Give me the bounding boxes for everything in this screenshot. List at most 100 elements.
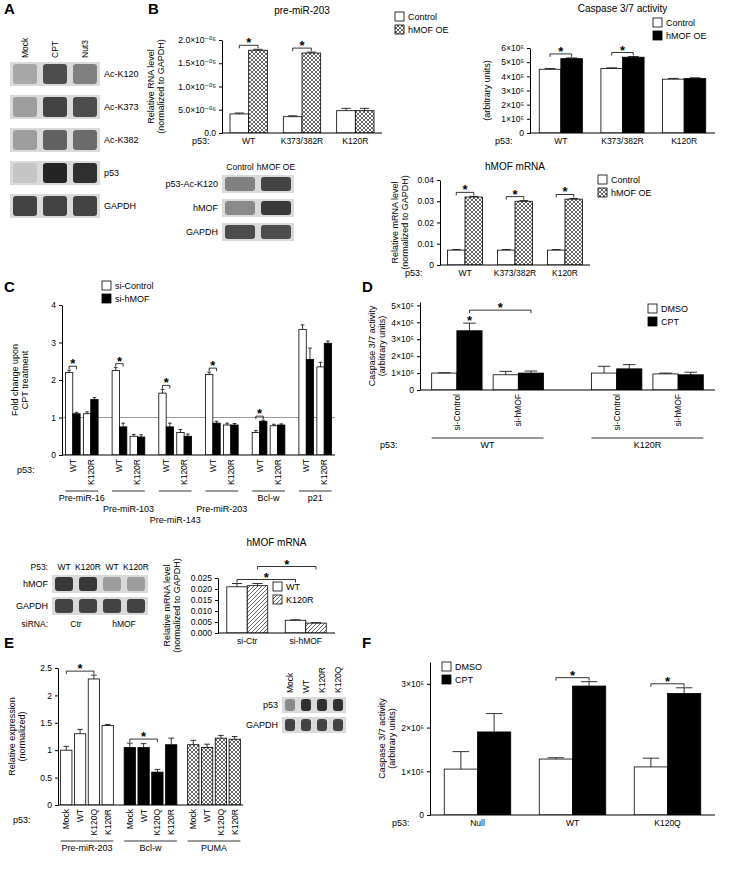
y-axis-title: Relative mRNA level: [162, 564, 172, 646]
legend-swatch: [102, 294, 111, 303]
group-bracket: [299, 491, 332, 492]
legend-label: Control: [611, 175, 640, 185]
y-axis-title: (arbitrary units): [387, 708, 397, 769]
bar: [283, 117, 302, 133]
category-label: WT: [566, 818, 579, 828]
blot-strip: [282, 717, 346, 733]
x-axis-line: [530, 133, 715, 134]
category-label: K120Q: [216, 809, 226, 836]
blot-band: [13, 64, 37, 84]
significance-star: *: [462, 182, 468, 197]
y-axis-title: Relative RNA level: [146, 49, 156, 124]
significance-star: *: [70, 356, 76, 371]
significance-star: *: [498, 300, 504, 315]
blot-strip: [282, 697, 346, 713]
bar: [324, 343, 331, 455]
y-tick: 0.005: [191, 617, 218, 627]
y-tick: 2×10⁵: [391, 351, 420, 361]
category-label: K373/382R: [601, 136, 644, 146]
blot-band: [13, 163, 37, 183]
error-bar: [290, 619, 300, 620]
blot-lane-label: WT: [105, 562, 118, 572]
group-label: Pre-miR-143: [150, 515, 201, 525]
legend-swatch: [648, 317, 657, 326]
error-bar: [545, 68, 556, 70]
y-tick-mark: [55, 695, 58, 696]
bar: [88, 679, 99, 805]
error-bar: [643, 758, 660, 767]
y-tick: 0: [519, 128, 530, 138]
category-label: K120R: [226, 459, 236, 485]
group-label: Bcl-w: [140, 843, 162, 853]
error-bar: [326, 341, 330, 343]
category-label: WT: [202, 809, 212, 822]
legend-label: si-Control: [115, 281, 154, 291]
y-tick-label: 1: [51, 413, 56, 423]
blot-band: [261, 177, 291, 191]
western-blot: p53GAPDHMockWTK120RK120Q: [246, 666, 346, 733]
y-tick: 0.010: [191, 606, 218, 616]
blot-row-label: GAPDH: [104, 201, 136, 211]
error-bar: [279, 424, 283, 425]
blot-band: [333, 719, 343, 731]
y-tick: 1.5: [40, 718, 58, 728]
category-label: WT: [75, 809, 85, 822]
error-bar: [319, 362, 323, 367]
y-tick-label: 1.5: [40, 718, 52, 728]
legend: DMSOCPT: [648, 304, 688, 327]
y-tick: 2.5: [40, 663, 58, 673]
chart-title: hMOF mRNA: [485, 161, 545, 172]
bar: [138, 747, 149, 805]
category-label: K120R: [132, 459, 142, 485]
y-axis: 0.05.0×10⁻⁰⁶1.0×10⁻⁰⁵1.5×10⁻⁰⁵2.0×10⁻⁰⁵: [178, 35, 222, 138]
y-tick-mark: [59, 455, 62, 456]
x-axis-line: [440, 265, 590, 266]
y-tick-mark: [215, 600, 218, 601]
bar: [306, 623, 326, 633]
y-tick: 0.03: [417, 196, 440, 206]
blot-lane-label: Mock: [285, 672, 295, 693]
legend-swatch: [102, 281, 111, 290]
blot-band: [225, 225, 255, 239]
x-axis-label: p53:: [13, 815, 31, 825]
blot-lane-label: Nut3: [80, 40, 90, 58]
bar: [573, 686, 606, 815]
bar: [137, 437, 144, 455]
legend: DMSOCPT: [442, 662, 482, 685]
y-tick-mark: [215, 611, 218, 612]
y-tick-mark: [527, 62, 530, 63]
category-label: K120R: [552, 268, 578, 278]
group-bracket: [591, 438, 703, 439]
y-axis-line: [420, 303, 421, 391]
significance-star: *: [246, 35, 252, 50]
blot-lane-group: Ctr: [70, 619, 82, 629]
error-bar: [659, 373, 672, 375]
significance-star: *: [284, 557, 290, 572]
blot-row-label: Ac-K120: [104, 69, 139, 79]
bar: [663, 79, 685, 133]
plot-marks: [62, 325, 335, 455]
blot-band: [73, 64, 97, 84]
error-bar: [469, 196, 478, 198]
bar: [478, 732, 511, 815]
error-bar: [63, 746, 69, 750]
blot-lane-label: K120R: [123, 562, 149, 572]
legend-swatch: [653, 18, 662, 27]
blot-band: [285, 699, 295, 711]
bar: [188, 745, 199, 805]
category-label: WT: [255, 459, 265, 472]
blot-strip: [52, 575, 148, 593]
error-bar: [308, 348, 312, 359]
legend-swatch: [395, 12, 404, 21]
y-tick-mark: [527, 76, 530, 77]
blot-strip: [52, 597, 148, 615]
panel-label: E: [4, 634, 14, 651]
y-tick-label: 0.04: [417, 175, 434, 185]
bar: [548, 250, 566, 265]
category-label: K120Q: [89, 809, 99, 836]
y-tick-mark: [417, 356, 420, 357]
y-axis-line: [62, 306, 63, 456]
error-bar: [623, 365, 636, 369]
y-tick-mark: [427, 771, 430, 772]
blot-band: [13, 97, 37, 117]
